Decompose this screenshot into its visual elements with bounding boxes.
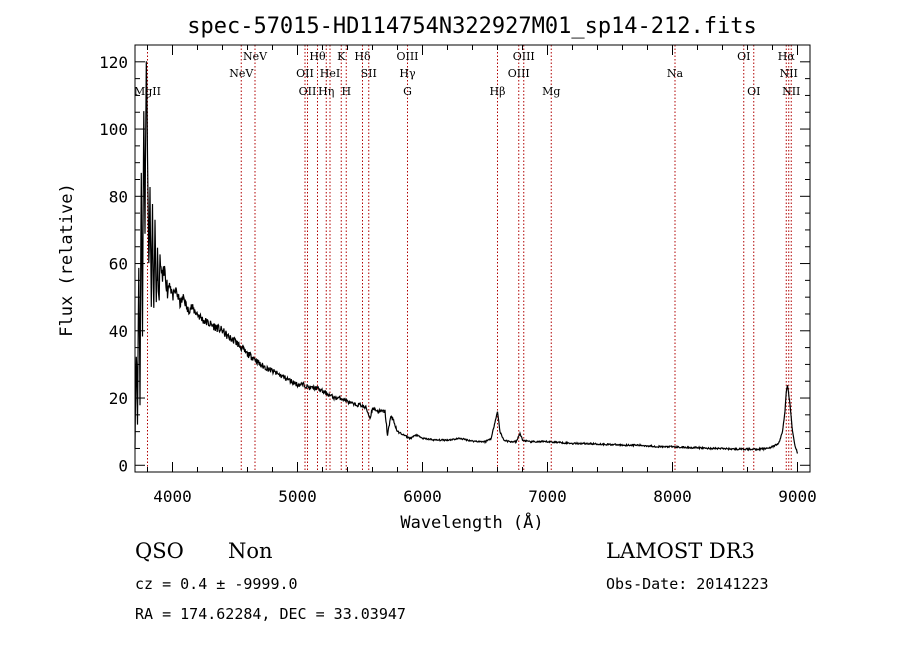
y-tick-label: 40 <box>109 322 128 341</box>
y-tick-label: 20 <box>109 389 128 408</box>
plot-frame <box>134 44 811 473</box>
y-tick-label: 100 <box>99 120 128 139</box>
x-axis-label: Wavelength (Å) <box>400 511 543 533</box>
y-tick-label: 0 <box>118 456 128 475</box>
flux-series-line <box>134 61 799 454</box>
x-tick-label: 8000 <box>653 487 692 506</box>
line-marker-label: H <box>341 85 351 98</box>
coords-text: RA = 174.62284, DEC = 33.03947 <box>135 605 406 623</box>
line-marker-label: G <box>403 85 412 98</box>
line-marker-label: OIII <box>396 50 418 63</box>
line-marker-label: OI <box>747 85 760 98</box>
line-marker-label: NeV <box>229 67 254 80</box>
survey-label: LAMOST DR3 <box>606 539 755 563</box>
line-marker-label: Hη <box>318 85 334 98</box>
y-tick-label: 80 <box>109 187 128 206</box>
x-tick-label: 7000 <box>528 487 567 506</box>
redshift-text: cz = 0.4 ± -9999.0 <box>135 575 298 593</box>
line-marker-label: Hδ <box>354 50 371 63</box>
x-tick-label: 6000 <box>403 487 442 506</box>
line-marker-label: HeI <box>320 67 340 80</box>
line-marker-label: OII <box>296 67 314 80</box>
line-marker-label: Hθ <box>309 50 326 63</box>
x-tick-label: 9000 <box>778 487 817 506</box>
class-label: QSO <box>135 539 184 563</box>
line-marker-label: OI <box>737 50 750 63</box>
line-marker-label: OII <box>299 85 317 98</box>
line-marker-label: Mg <box>542 85 560 98</box>
y-tick-label: 120 <box>99 53 128 72</box>
line-marker-label: NeV <box>243 50 268 63</box>
line-marker-label: Hβ <box>490 85 506 98</box>
line-marker-label: Na <box>667 67 684 80</box>
line-markers <box>147 45 792 472</box>
line-marker-label: Hα <box>778 50 796 63</box>
line-marker-label: OIII <box>508 67 530 80</box>
y-axis-label: Flux (relative) <box>57 183 77 337</box>
line-marker-label: NII <box>780 67 798 80</box>
x-tick-label: 5000 <box>278 487 317 506</box>
obs-date-text: Obs-Date: 20141223 <box>606 575 769 593</box>
line-marker-label: K <box>337 50 346 63</box>
line-marker-label: MgII <box>134 85 161 98</box>
x-tick-label: 4000 <box>153 487 192 506</box>
y-axis: 0 20 40 60 80 100 120 <box>99 53 810 475</box>
line-marker-label: SII <box>361 67 377 80</box>
subclass-label: Non <box>228 539 273 563</box>
line-marker-label: NII <box>782 85 800 98</box>
line-marker-label: OIII <box>513 50 535 63</box>
x-axis: 4000 5000 6000 7000 8000 9000 <box>147 45 817 506</box>
y-tick-label: 60 <box>109 255 128 274</box>
chart-title: spec-57015-HD114754N322927M01_sp14-212.f… <box>187 14 757 39</box>
line-marker-label: Hγ <box>399 67 416 80</box>
